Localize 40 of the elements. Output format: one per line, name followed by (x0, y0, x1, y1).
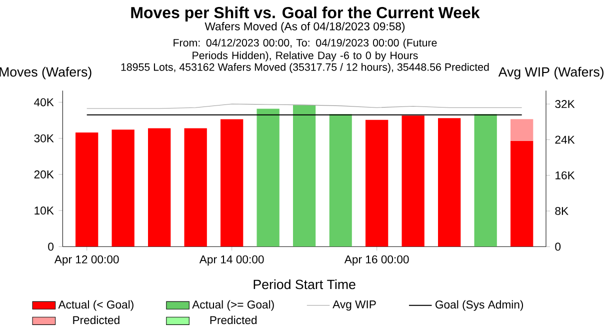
bar (293, 105, 316, 247)
y-tick-label: 30K (34, 134, 54, 142)
y2-tick-label: 32K (555, 100, 575, 108)
bar (402, 116, 424, 247)
x-tick-label: Apr 14 00:00 (199, 255, 264, 266)
legend-label: Predicted (73, 316, 120, 324)
x-tick-label: Apr 12 00:00 (54, 255, 119, 266)
bar (474, 114, 497, 247)
text: From: 04/12/2023 00:00, To: 04/19/2023 00:00 (Future Periods Hidden), Relative Day -6 to 0 by Hours (174, 38, 437, 62)
y2-tick-label: 8K (555, 206, 568, 216)
y-tick-label: 20K (34, 170, 54, 178)
y2-tick-label: 0 (555, 242, 561, 251)
bar (438, 118, 461, 247)
legend-label: Predicted (210, 316, 257, 324)
chart-subtitle: Wafers Moved (As of 04/18/2023 09:58) (204, 22, 405, 33)
y2-tick-label: 24K (555, 136, 575, 144)
bar (112, 130, 134, 247)
bar (366, 120, 388, 247)
bar (256, 108, 280, 247)
text: 18955 Lots, 453162 Wafers Moved (35317.75 / 12 hours), 35448.56 Predicted (121, 63, 489, 73)
chart-title: Moves per Shift vs. Goal for the Current Week (131, 6, 480, 22)
y-tick-label: 40K (34, 98, 54, 106)
bar (76, 132, 98, 247)
y2-tick-label: 16K (556, 171, 575, 180)
x-axis-title: Period Start Time (254, 279, 356, 290)
bar (220, 119, 244, 247)
y-axis-title: Moves (Wafers) (0, 66, 92, 80)
bar (510, 119, 534, 141)
x-tick-label: Apr 16 00:00 (344, 255, 409, 266)
legend-label: Avg WIP (332, 300, 376, 311)
legend-label: Goal (Sys Admin) (436, 300, 524, 311)
legend-label: Actual (< Goal) (58, 300, 134, 311)
y-tick-label: 0 (48, 242, 54, 251)
y2-axis-title: Avg WIP (Wafers) (498, 66, 604, 80)
bar (329, 114, 352, 247)
y-tick-label: 10K (34, 206, 54, 215)
bar (148, 128, 171, 247)
legend-label: Actual (>= Goal) (192, 300, 274, 311)
bar (184, 128, 207, 247)
bar (510, 140, 534, 247)
